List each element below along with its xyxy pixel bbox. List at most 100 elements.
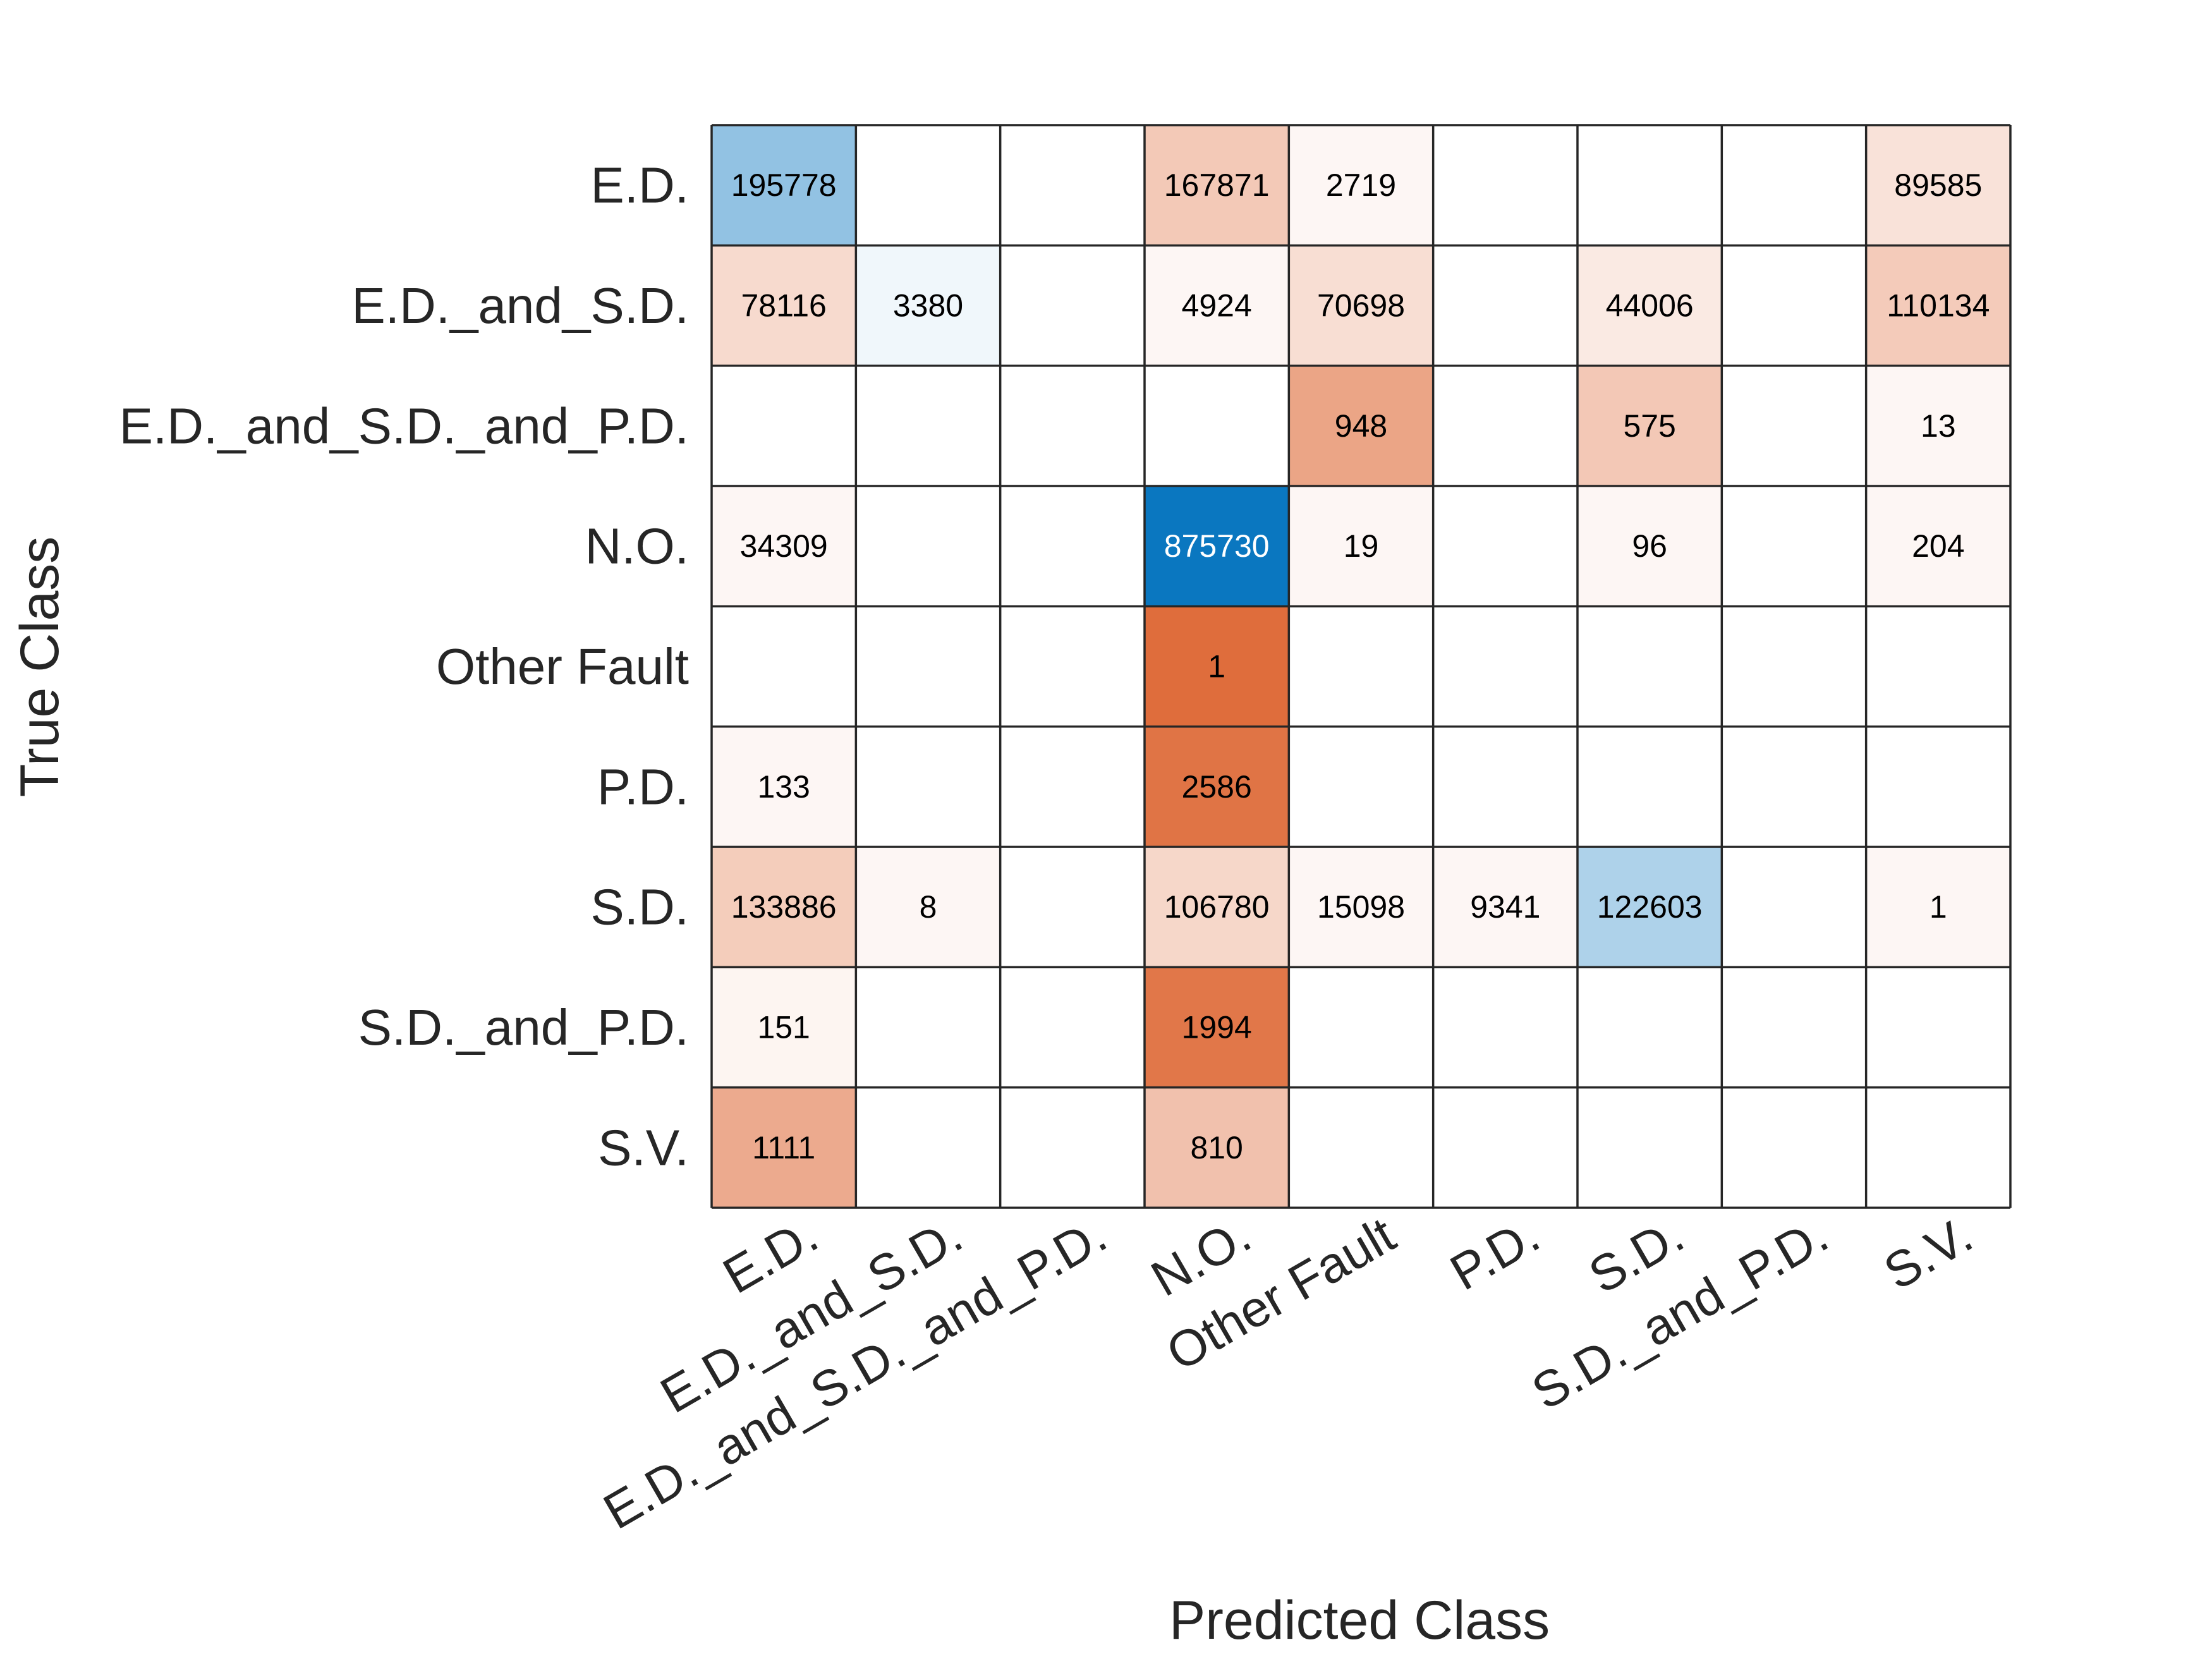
matrix-cell: [1722, 486, 1866, 607]
matrix-cell: [1433, 967, 1577, 1088]
cell-value-label: 89585: [1894, 167, 1982, 203]
cell-value-label: 151: [757, 1010, 810, 1045]
cell-value-label: 1994: [1182, 1010, 1252, 1045]
matrix-cell: [856, 967, 1000, 1088]
cell-value-label: 110134: [1887, 288, 1990, 324]
matrix-cell: [712, 726, 856, 847]
matrix-cell: [1000, 847, 1145, 968]
matrix-cell: [1577, 847, 1722, 968]
matrix-cell: [1289, 606, 1433, 727]
matrix-cell: [1577, 967, 1722, 1088]
cell-value-label: 810: [1190, 1130, 1243, 1165]
matrix-cell: [1145, 967, 1289, 1088]
matrix-cell: [1722, 967, 1866, 1088]
cell-value-label: 204: [1912, 528, 1964, 564]
cell-value-label: 4924: [1182, 288, 1252, 324]
matrix-cell: [1866, 606, 2010, 727]
x-axis-label: Predicted Class: [1169, 1590, 1550, 1651]
cell-value-label: 1: [1208, 649, 1225, 684]
matrix-cell: [856, 125, 1000, 246]
matrix-cell: [856, 365, 1000, 486]
matrix-cell: [1145, 125, 1289, 246]
matrix-cell: [1433, 486, 1577, 607]
cell-value-label: 133: [757, 769, 810, 805]
cell-value-label: 34309: [740, 528, 828, 564]
matrix-cell: [1866, 726, 2010, 847]
matrix-cell: [1433, 365, 1577, 486]
matrix-cell: [1433, 847, 1577, 968]
matrix-cell: [1866, 125, 2010, 246]
cell-value-label: 875730: [1164, 528, 1270, 564]
matrix-cell: [1577, 606, 1722, 727]
matrix-cell: [1433, 726, 1577, 847]
matrix-cell: [1433, 245, 1577, 366]
matrix-cell: [1289, 726, 1433, 847]
x-tick-label: P.D.: [1441, 1206, 1548, 1301]
matrix-cell: [1722, 606, 1866, 727]
matrix-cell: [856, 847, 1000, 968]
y-tick-labels: E.D. E.D._and_S.D. E.D._and_S.D._and_P.D. N…: [119, 157, 689, 1176]
matrix-cell: [1145, 726, 1289, 847]
matrix-cell: [1577, 486, 1722, 607]
cell-value-label: 3380: [893, 288, 963, 324]
y-tick-label: E.D._and_S.D.: [351, 277, 689, 334]
cell-value-label: 948: [1335, 408, 1387, 444]
matrix-cell: [1145, 847, 1289, 968]
matrix-cell: [1289, 1087, 1433, 1208]
y-tick-label: S.V.: [598, 1119, 689, 1176]
y-tick-label: E.D.: [590, 157, 689, 214]
cell-value-label: 122603: [1597, 889, 1703, 925]
matrix-cell: [1722, 726, 1866, 847]
matrix-cell: [1289, 125, 1433, 246]
matrix-cell: [712, 245, 856, 366]
y-tick-label: E.D._and_S.D._and_P.D.: [119, 398, 689, 454]
matrix-cell: [1000, 245, 1145, 366]
matrix-cell: [856, 606, 1000, 727]
matrix-cell: [856, 245, 1000, 366]
matrix-cell: [1866, 847, 2010, 968]
y-tick-label: S.D._and_P.D.: [358, 999, 689, 1055]
cell-value-label: 133886: [731, 889, 837, 925]
matrix-cell: [1000, 365, 1145, 486]
matrix-cell-labels: 195778 167871 2719 89585 78116 3380 4924 70698 4…: [731, 167, 1990, 1165]
matrix-cell: [1000, 1087, 1145, 1208]
matrix-cell: [1722, 125, 1866, 246]
matrix-cell: [1000, 125, 1145, 246]
matrix-cell: [1577, 726, 1722, 847]
cell-value-label: 70698: [1317, 288, 1405, 324]
matrix-cell: [1722, 365, 1866, 486]
matrix-cell: [1722, 1087, 1866, 1208]
matrix-cell: [1722, 847, 1866, 968]
matrix-cell: [1000, 486, 1145, 607]
matrix-cell: [1289, 967, 1433, 1088]
matrix-cell: [712, 125, 856, 246]
cell-value-label: 575: [1623, 408, 1675, 444]
cell-value-label: 9341: [1470, 889, 1540, 925]
matrix-cells: [712, 125, 2010, 1208]
matrix-cell: [712, 365, 856, 486]
matrix-cell: [1433, 606, 1577, 727]
y-tick-label: N.O.: [585, 518, 689, 574]
y-tick-label: S.D.: [590, 879, 689, 935]
cell-value-label: 96: [1632, 528, 1667, 564]
matrix-cell: [1145, 1087, 1289, 1208]
y-tick-label: P.D.: [597, 758, 689, 815]
matrix-cell: [856, 726, 1000, 847]
cell-value-label: 15098: [1317, 889, 1405, 925]
y-tick-label: Other Fault: [436, 638, 689, 695]
cell-value-label: 1: [1929, 889, 1947, 925]
matrix-cell: [1577, 365, 1722, 486]
matrix-cell: [1577, 245, 1722, 366]
matrix-cell: [712, 847, 856, 968]
matrix-cell: [1577, 1087, 1722, 1208]
matrix-cell: [1000, 967, 1145, 1088]
cell-value-label: 167871: [1164, 167, 1270, 203]
matrix-cell: [1145, 245, 1289, 366]
matrix-cell: [1433, 1087, 1577, 1208]
cell-value-label: 78116: [741, 288, 827, 324]
matrix-cell: [1866, 1087, 2010, 1208]
matrix-cell: [712, 967, 856, 1088]
matrix-grid: [710, 124, 2012, 1209]
matrix-cell: [1289, 847, 1433, 968]
cell-value-label: 195778: [731, 167, 837, 203]
